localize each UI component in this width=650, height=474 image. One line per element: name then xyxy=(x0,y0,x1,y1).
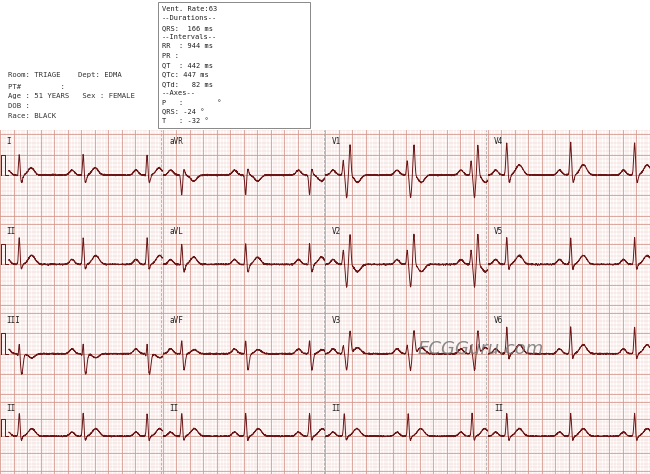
Text: RR  : 944 ms: RR : 944 ms xyxy=(162,44,213,49)
Text: DOB :: DOB : xyxy=(8,103,30,109)
Text: III: III xyxy=(6,316,20,325)
Text: aVR: aVR xyxy=(169,137,183,146)
Text: I: I xyxy=(6,137,11,146)
Text: II: II xyxy=(494,404,503,413)
Text: QT  : 442 ms: QT : 442 ms xyxy=(162,62,213,68)
Text: PT#         :: PT# : xyxy=(8,84,65,90)
Text: Vent. Rate:63: Vent. Rate:63 xyxy=(162,6,217,12)
Text: --Intervals--: --Intervals-- xyxy=(162,34,217,40)
Text: aVL: aVL xyxy=(169,227,183,236)
Text: QTd:   82 ms: QTd: 82 ms xyxy=(162,81,213,87)
Text: QTc: 447 ms: QTc: 447 ms xyxy=(162,72,209,78)
Text: V1: V1 xyxy=(332,137,341,146)
Text: Age : 51 YEARS   Sex : FEMALE: Age : 51 YEARS Sex : FEMALE xyxy=(8,93,135,99)
Text: P   :        °: P : ° xyxy=(162,100,222,106)
Text: II: II xyxy=(6,227,16,236)
Text: V6: V6 xyxy=(494,316,503,325)
Text: T   : -32 °: T : -32 ° xyxy=(162,118,209,124)
Text: QRS:  166 ms: QRS: 166 ms xyxy=(162,25,213,31)
Text: aVF: aVF xyxy=(169,316,183,325)
Text: PR :: PR : xyxy=(162,53,179,59)
Text: II: II xyxy=(6,404,16,413)
Text: V4: V4 xyxy=(494,137,503,146)
Text: Room: TRIAGE    Dept: EDMA: Room: TRIAGE Dept: EDMA xyxy=(8,72,122,78)
Text: II: II xyxy=(332,404,341,413)
Text: QRS: -24 °: QRS: -24 ° xyxy=(162,109,205,116)
Text: --Axes--: --Axes-- xyxy=(162,90,196,96)
Text: V3: V3 xyxy=(332,316,341,325)
Text: II: II xyxy=(169,404,178,413)
Text: --Durations--: --Durations-- xyxy=(162,15,217,21)
Text: V5: V5 xyxy=(494,227,503,236)
Text: ECGGuru.com: ECGGuru.com xyxy=(418,339,544,357)
Text: V2: V2 xyxy=(332,227,341,236)
Text: Race: BLACK: Race: BLACK xyxy=(8,113,56,119)
Bar xyxy=(158,2,310,128)
